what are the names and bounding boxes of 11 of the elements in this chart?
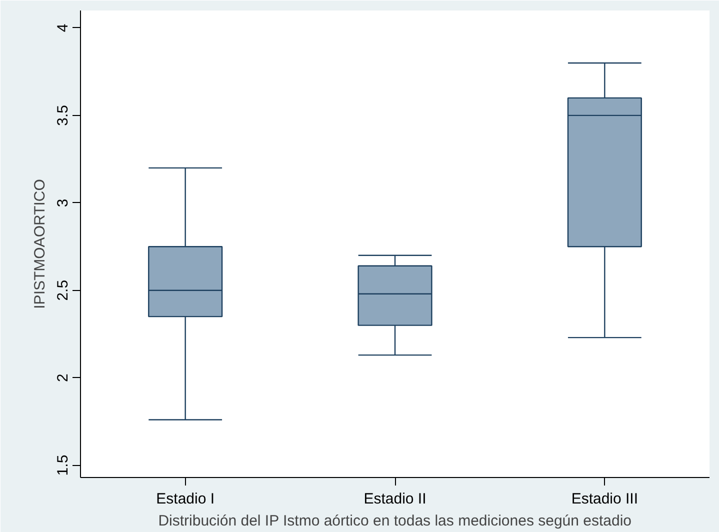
y-tick-label: 4 <box>54 24 72 32</box>
x-tick-label: Estadio II <box>364 490 426 508</box>
y-tick-label: 1.5 <box>54 454 72 476</box>
x-tick-label: Estadio III <box>571 490 638 508</box>
y-axis-title: IPISTMOAORTICO <box>32 179 48 309</box>
y-tick-label: 3 <box>54 198 72 208</box>
x-axis-title: Distribución del IP Istmo aórtico en todas las mediciones según estadio <box>158 512 632 530</box>
y-tick-label: 2.5 <box>54 280 72 301</box>
y-tick-label: 3.5 <box>54 105 72 126</box>
y-tick-label: 2 <box>54 374 72 382</box>
x-tick-label: Estadio I <box>156 490 215 508</box>
